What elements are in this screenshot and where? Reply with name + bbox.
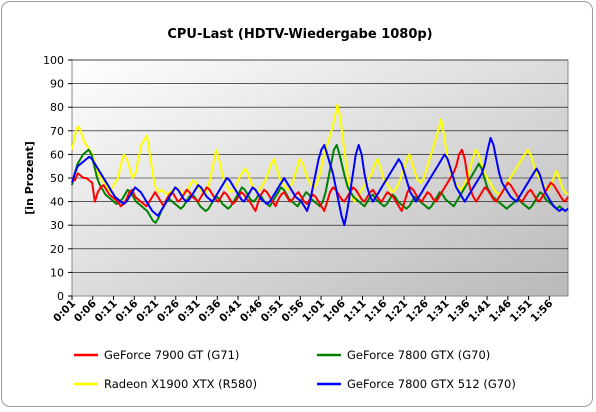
- x-tick-label: 1:11: [342, 298, 369, 325]
- x-tick-label: 0:16: [113, 298, 140, 325]
- x-tick-label: 0:46: [238, 298, 265, 325]
- x-tick-label: 1:56: [528, 298, 555, 325]
- chart-frame: CPU-Last (HDTV-Wiedergabe 1080p) 0 10 20 30…: [1, 1, 593, 407]
- series-line-2: [71, 103, 569, 203]
- x-tick-label: 1:16: [362, 298, 389, 325]
- x-tick-label: 1:46: [487, 298, 514, 325]
- x-tick-label: 1:01: [300, 298, 327, 325]
- legend-label: Radeon X1900 XTX (R580): [104, 377, 257, 391]
- legend: GeForce 7900 GT (G71) GeForce 7800 GTX (G…: [74, 348, 516, 391]
- x-tick-label: 0:31: [176, 298, 203, 325]
- series-lines: [71, 103, 569, 227]
- series-line-1: [71, 144, 569, 224]
- y-tick-label: 40: [50, 196, 64, 209]
- x-tick-label: 0:01: [51, 298, 78, 325]
- x-tick-label: 1:36: [445, 298, 472, 325]
- legend-label: GeForce 7800 GTX (G70): [347, 348, 490, 362]
- y-tick-label: 10: [50, 266, 64, 279]
- y-tick-label: 20: [50, 243, 64, 256]
- y-tick-label: 90: [50, 78, 64, 91]
- gridlines: [72, 59, 568, 273]
- x-tick-label: 0:51: [259, 298, 286, 325]
- series-line-0: [71, 148, 569, 212]
- y-tick-label: 50: [50, 172, 64, 185]
- x-tick-label: 1:31: [425, 298, 452, 325]
- legend-label: GeForce 7900 GT (G71): [104, 348, 239, 362]
- legend-label: GeForce 7800 GTX 512 (G70): [347, 377, 516, 391]
- y-tick-label: 30: [50, 219, 64, 232]
- y-tick-label: 70: [50, 125, 64, 138]
- x-tick-label: 1:41: [466, 298, 493, 325]
- y-tick-label: 80: [50, 101, 64, 114]
- x-tick-label: 1:06: [321, 298, 348, 325]
- series-line-3: [71, 136, 569, 227]
- chart-title: CPU-Last (HDTV-Wiedergabe 1080p): [167, 27, 432, 42]
- x-tick-label: 1:26: [404, 298, 431, 325]
- x-tick-label: 0:26: [155, 298, 182, 325]
- x-axis-ticks: 0:010:060:110:160:210:260:310:360:410:46…: [51, 296, 555, 325]
- y-tick-label: 0: [57, 290, 64, 303]
- y-axis-title: [in Prozent]: [23, 141, 36, 214]
- x-tick-label: 0:11: [93, 298, 120, 325]
- x-tick-label: 0:06: [72, 298, 99, 325]
- x-tick-label: 0:56: [279, 298, 306, 325]
- x-tick-label: 0:36: [196, 298, 223, 325]
- y-tick-label: 100: [43, 54, 64, 67]
- x-tick-label: 1:51: [508, 298, 535, 325]
- x-tick-label: 0:41: [217, 298, 244, 325]
- x-tick-label: 1:21: [383, 298, 410, 325]
- y-tick-label: 60: [50, 148, 64, 161]
- x-tick-label: 0:21: [134, 298, 161, 325]
- y-axis-ticks: 0 10 20 30 40 50 60 70 80 90 100: [43, 54, 72, 303]
